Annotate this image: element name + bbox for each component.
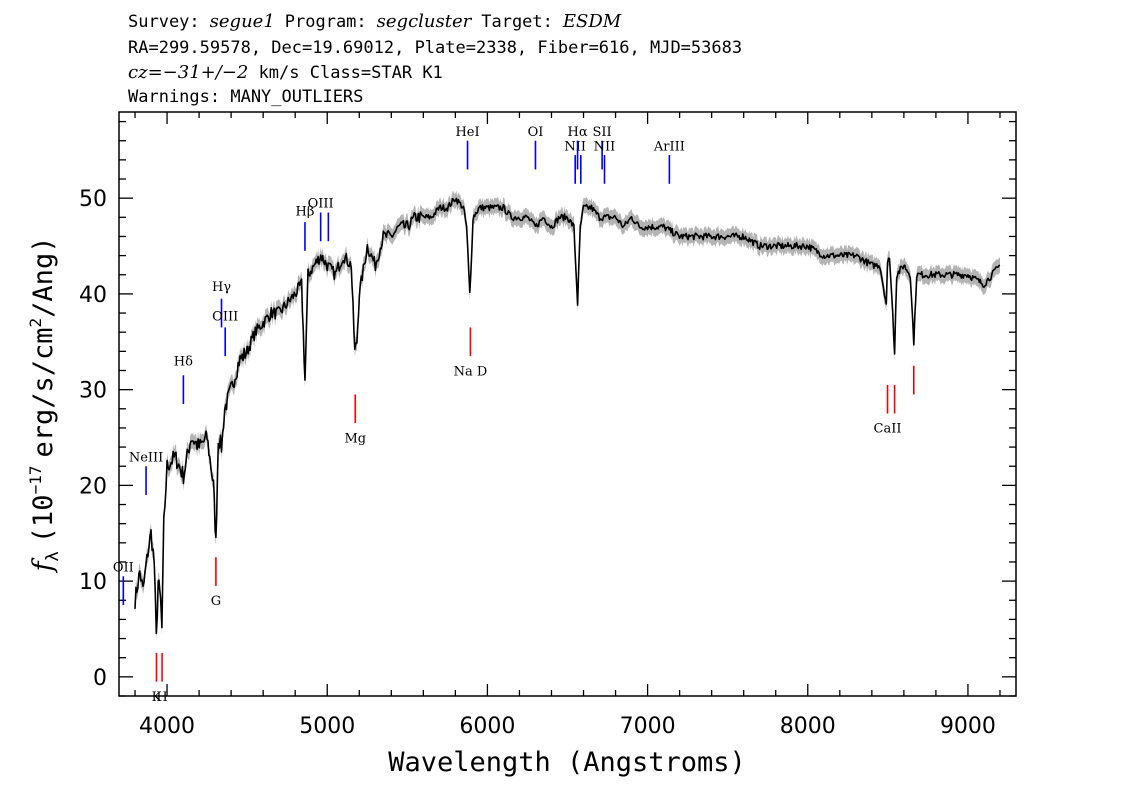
axis-ticks [119, 112, 1016, 697]
emission-line-label-4: OIII [212, 310, 238, 325]
error-band [135, 190, 1000, 641]
emission-line-label-1: NeIII [129, 450, 163, 465]
absorption-line-label-0: K [152, 690, 162, 705]
emission-line-label-13: SII [593, 125, 612, 140]
y-tick-labels: 0 10 20 30 40 50 [79, 187, 107, 691]
emission-line-label-15: ArIII [653, 139, 685, 154]
y-tick-label-40: 40 [79, 283, 107, 308]
x-tick-label-6000: 6000 [459, 714, 515, 739]
absorption-line-label-1: H [156, 690, 167, 705]
x-tick-labels: 4000 5000 6000 7000 8000 9000 [139, 714, 996, 739]
x-tick-label-7000: 7000 [620, 714, 676, 739]
y-axis-title: fλ(10−17erg/s/cm2/Ang) [26, 237, 63, 574]
y-tick-label-20: 20 [79, 474, 107, 499]
header-line-1: Survey: segue1 Program: segcluster Targe… [128, 11, 622, 32]
emission-line-label-14: NII [594, 139, 616, 154]
emission-line-label-10: NII [564, 139, 586, 154]
emission-line-label-11: Hα [568, 125, 588, 140]
emission-line-label-8: HeI [455, 125, 479, 140]
spectrum-line [134, 197, 1001, 635]
y-tick-label-50: 50 [79, 187, 107, 212]
emission-line-label-3: Hγ [212, 280, 231, 295]
emission-line-label-2: Hδ [174, 355, 193, 370]
emission-line-label-0: OII [113, 561, 134, 576]
header-line-2: RA=299.59578, Dec=19.69012, Plate=2338, … [128, 38, 742, 58]
header-line-4: Warnings: MANY_OUTLIERS [128, 87, 363, 107]
header-line-3: cz=−31+/−2 km/s Class=STAR K1 [128, 62, 443, 83]
y-tick-label-10: 10 [79, 570, 107, 595]
emission-line-label-5: Hβ [296, 204, 315, 219]
y-tick-label-30: 30 [79, 379, 107, 404]
spectrum-header: Survey: segue1 Program: segcluster Targe… [128, 11, 742, 107]
emission-line-label-9: OI [528, 125, 544, 140]
y-tick-label-0: 0 [93, 666, 107, 691]
x-tick-label-9000: 9000 [940, 714, 996, 739]
x-tick-label-8000: 8000 [780, 714, 836, 739]
x-axis-title: Wavelength (Angstroms) [388, 747, 746, 778]
emission-line-label-6: OIII [308, 197, 334, 212]
absorption-line-label-3: Mg [344, 431, 366, 446]
x-tick-label-4000: 4000 [139, 714, 195, 739]
plot-frame [118, 111, 1017, 697]
absorption-line-label-2: G [211, 594, 221, 609]
x-tick-label-5000: 5000 [299, 714, 355, 739]
absorption-line-label-5: CaII [874, 422, 902, 437]
absorption-line-label-4: Na D [454, 364, 488, 379]
